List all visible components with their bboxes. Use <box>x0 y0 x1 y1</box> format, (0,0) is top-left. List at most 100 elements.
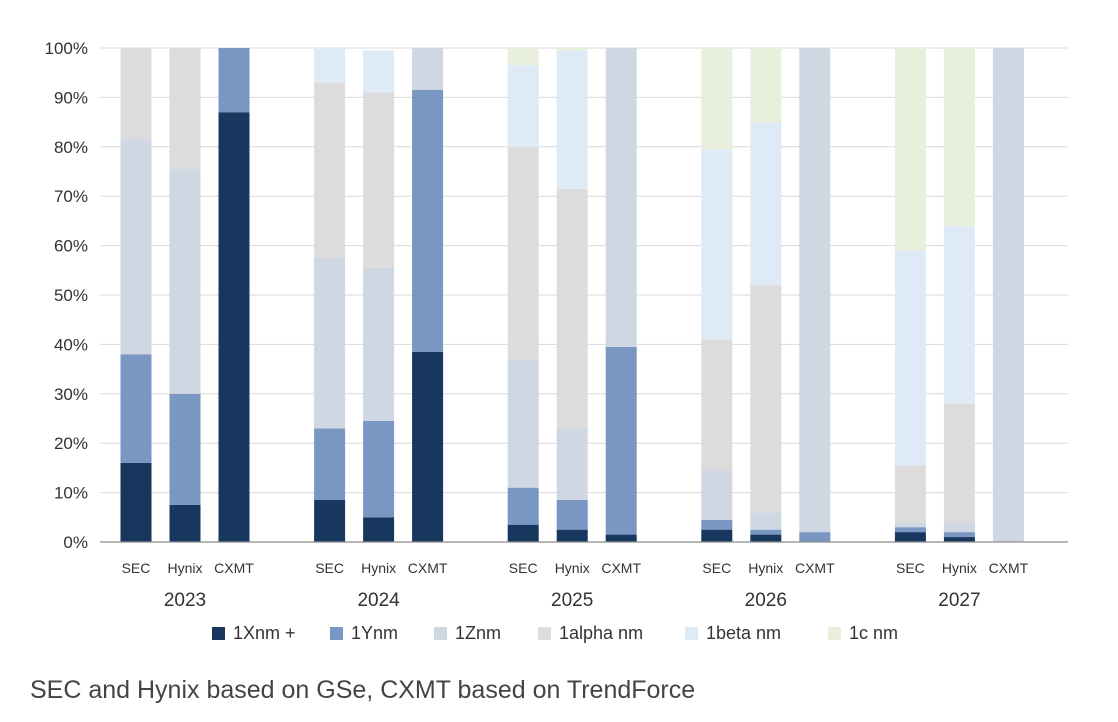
category-label: SEC <box>509 560 538 576</box>
category-label: SEC <box>896 560 925 576</box>
legend-swatch <box>685 627 698 640</box>
y-tick-label: 30% <box>54 385 88 404</box>
legend-label: 1Ynm <box>351 623 398 643</box>
bar-segment <box>943 48 975 226</box>
bar-segment <box>750 512 782 530</box>
bar-segment <box>894 48 926 251</box>
category-label: SEC <box>122 560 151 576</box>
bar-segment <box>218 112 250 542</box>
bar-segment <box>218 48 250 113</box>
legend: 1Xnm + 1Ynm 1Znm 1alpha nm 1beta nm 1c nm <box>212 623 898 643</box>
legend-label: 1Xnm + <box>233 623 296 643</box>
bar-segment <box>799 532 831 542</box>
bar-segment <box>894 522 926 528</box>
bar-segment <box>169 169 201 394</box>
legend-label: 1c nm <box>849 623 898 643</box>
category-labels: SEC Hynix CXMT SEC Hynix CXMT SEC Hynix CXMT SEC H… <box>122 560 1029 576</box>
bar-segment <box>701 149 733 340</box>
bar-segment <box>120 354 152 463</box>
category-label: CXMT <box>601 560 641 576</box>
bar-segment <box>701 519 733 530</box>
bar-segment <box>943 225 975 404</box>
legend-swatch <box>828 627 841 640</box>
category-label: CXMT <box>408 560 448 576</box>
bar-segment <box>507 146 539 360</box>
bar-segment <box>507 359 539 488</box>
category-label: SEC <box>315 560 344 576</box>
legend-label: 1beta nm <box>706 623 781 643</box>
category-label: SEC <box>702 560 731 576</box>
bar-segment <box>943 403 975 523</box>
bar-segment <box>750 48 782 123</box>
legend-swatch <box>538 627 551 640</box>
bar-segment <box>894 527 926 533</box>
bar-segment <box>750 534 782 542</box>
bar-segment <box>750 285 782 513</box>
bar-segment <box>894 250 926 466</box>
bar-segment <box>992 48 1024 542</box>
source-caption: SEC and Hynix based on GSe, CXMT based o… <box>30 676 696 704</box>
bar-segment <box>556 529 588 542</box>
bar-segment <box>314 48 346 83</box>
category-label: CXMT <box>214 560 254 576</box>
bar-segment <box>120 139 152 355</box>
category-label: Hynix <box>361 560 396 576</box>
bar-segment <box>363 267 395 421</box>
category-label: Hynix <box>942 560 977 576</box>
legend-label: 1alpha nm <box>559 623 643 643</box>
bar-segment <box>701 339 733 471</box>
bar-segment <box>750 122 782 286</box>
bar-segment <box>363 92 395 268</box>
bar-segment <box>701 470 733 520</box>
bar-segment <box>701 48 733 150</box>
bar-segment <box>507 524 539 542</box>
bar-segment <box>120 462 152 542</box>
y-tick-label: 70% <box>54 187 88 206</box>
legend-swatch <box>212 627 225 640</box>
group-labels: 2023 2024 2025 2026 2027 <box>164 590 981 611</box>
y-tick-label: 0% <box>63 533 88 552</box>
bar-segment <box>556 500 588 530</box>
bar-segment <box>605 534 637 542</box>
bar-segment <box>314 500 346 542</box>
category-label: Hynix <box>555 560 590 576</box>
legend-swatch <box>330 627 343 640</box>
bar-segment <box>943 532 975 538</box>
group-label: 2026 <box>745 590 787 611</box>
stacked-bar-chart: 0% 10% 20% 30% 40% 50% 60% 70% 80% 90% 100% SEC Hyn… <box>45 39 1068 643</box>
category-label: Hynix <box>167 560 202 576</box>
y-tick-label: 100% <box>45 39 88 58</box>
bar-segment <box>556 50 588 189</box>
bar-segment <box>943 522 975 533</box>
y-tick-label: 20% <box>54 434 88 453</box>
group-label: 2027 <box>938 590 980 611</box>
bar-segment <box>605 346 637 535</box>
bar-segment <box>894 465 926 523</box>
bars <box>120 48 1024 542</box>
group-label: 2025 <box>551 590 593 611</box>
category-label: CXMT <box>989 560 1029 576</box>
bar-segment <box>363 517 395 542</box>
bar-segment <box>605 48 637 347</box>
category-label: Hynix <box>748 560 783 576</box>
group-label: 2024 <box>357 590 400 611</box>
y-axis-ticks: 0% 10% 20% 30% 40% 50% 60% 70% 80% 90% 100% <box>45 39 88 552</box>
bar-segment <box>412 89 444 352</box>
bar-segment <box>799 48 831 533</box>
bar-segment <box>120 48 152 140</box>
y-tick-label: 50% <box>54 286 88 305</box>
group-label: 2023 <box>164 590 206 611</box>
bar-segment <box>556 188 588 429</box>
y-tick-label: 90% <box>54 88 88 107</box>
bar-segment <box>750 529 782 535</box>
bar-segment <box>943 537 975 542</box>
bar-segment <box>314 82 346 258</box>
y-tick-label: 40% <box>54 335 88 354</box>
bar-segment <box>507 65 539 147</box>
bar-segment <box>314 428 346 501</box>
bar-segment <box>169 393 201 505</box>
bar-segment <box>507 487 539 525</box>
bar-segment <box>507 48 539 66</box>
bar-segment <box>169 48 201 170</box>
bar-segment <box>412 351 444 542</box>
